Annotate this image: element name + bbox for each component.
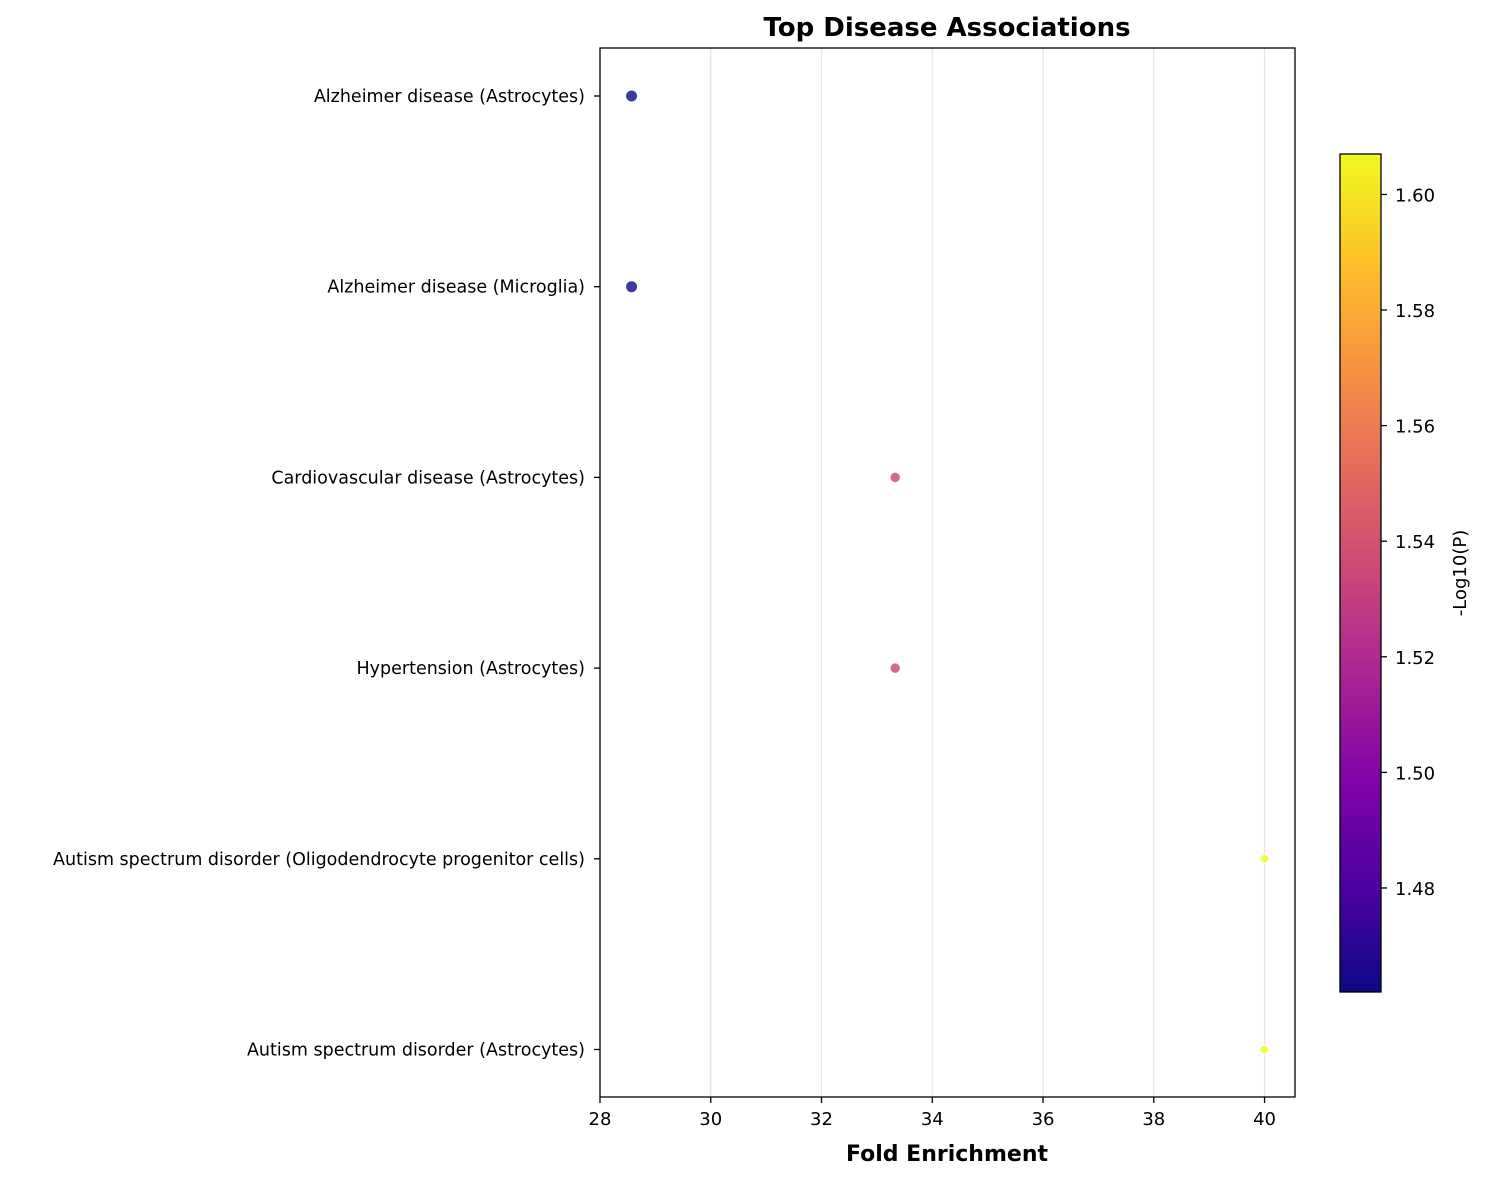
category-label: Cardiovascular disease (Astrocytes) [271, 468, 585, 488]
y-axis: Alzheimer disease (Astrocytes) Alzheimer … [53, 87, 600, 1061]
colorbar-tick-label: 1.60 [1395, 185, 1435, 206]
x-tick-label: 34 [921, 1109, 944, 1130]
category-label: Autism spectrum disorder (Astrocytes) [247, 1041, 585, 1061]
colorbar-tick-label: 1.50 [1395, 763, 1435, 784]
x-tick-label: 28 [589, 1109, 612, 1130]
plot-area-frame [599, 47, 1296, 1098]
x-tick-label: 38 [1142, 1109, 1165, 1130]
colorbar-label: -Log10(P) [1450, 530, 1471, 616]
x-axis: 28 30 32 34 36 38 40 [589, 1097, 1276, 1130]
data-point [625, 89, 639, 103]
category-label: Alzheimer disease (Astrocytes) [314, 87, 585, 107]
data-point [889, 471, 901, 484]
data-point [1259, 853, 1270, 864]
x-tick-label: 30 [699, 1109, 722, 1130]
category-label: Hypertension (Astrocytes) [357, 659, 586, 679]
grid-lines [599, 48, 1266, 1097]
colorbar-tick-label: 1.48 [1395, 879, 1435, 900]
x-axis-label: Fold Enrichment [846, 1142, 1048, 1167]
colorbar [1339, 153, 1382, 993]
colorbar-tick-label: 1.56 [1395, 417, 1435, 438]
x-tick-label: 32 [810, 1109, 833, 1130]
data-point [625, 280, 639, 294]
category-label: Autism spectrum disorder (Oligodendrocyt… [53, 850, 585, 870]
data-points [625, 89, 1270, 1055]
chart-title: Top Disease Associations [763, 13, 1130, 43]
colorbar-tick-label: 1.54 [1395, 532, 1435, 553]
data-point [889, 662, 901, 674]
x-tick-label: 40 [1253, 1109, 1276, 1130]
colorbar-tick-label: 1.52 [1395, 648, 1435, 669]
x-tick-label: 36 [1032, 1109, 1055, 1130]
category-label: Alzheimer disease (Microglia) [327, 278, 585, 298]
data-point [1259, 1044, 1270, 1055]
colorbar-tick-label: 1.58 [1395, 301, 1435, 322]
colorbar-axis: 1.48 1.50 1.52 1.54 1.56 1.58 1.60 [1381, 185, 1435, 900]
